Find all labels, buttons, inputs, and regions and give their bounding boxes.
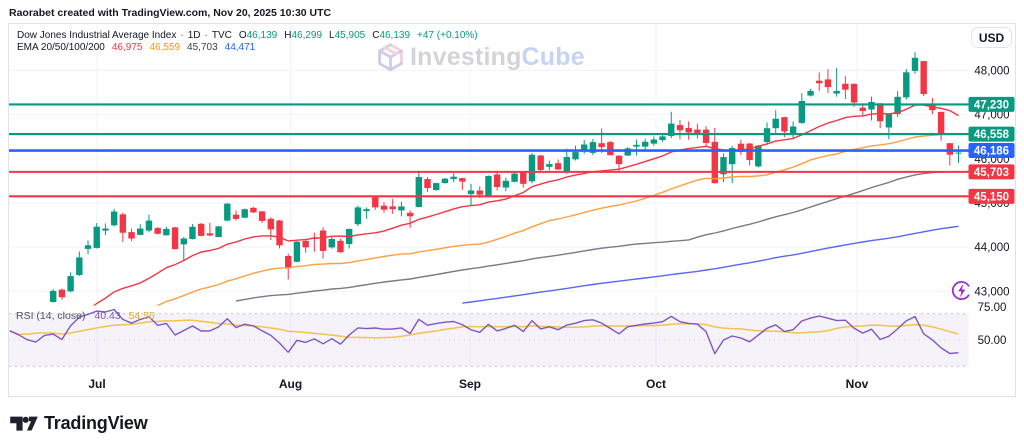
ema20-value: 46,975 — [111, 42, 143, 53]
rsi-value: 40.43 — [94, 310, 121, 322]
price-tick-label: 43,000 — [974, 286, 1009, 298]
ema100-value: 45,703 — [187, 42, 218, 53]
low-value: 45,905 — [334, 29, 366, 41]
legend-separator: · — [180, 29, 184, 41]
level-lines — [9, 103, 969, 198]
price-badge — [968, 96, 1015, 112]
price-badges: 47,230 46,558 46,186 45,703 45,150 — [968, 96, 1015, 204]
attribution-text: Raorabet created with TradingView.com, N… — [9, 7, 332, 19]
currency-usd-button[interactable]: USD — [971, 27, 1012, 48]
tradingview-logo-icon — [10, 416, 38, 431]
open-label: O — [238, 29, 247, 41]
close-value: 46,139 — [379, 29, 411, 41]
price-tick-label: 48,000 — [974, 65, 1009, 77]
symbol-interval: 1D — [187, 29, 201, 41]
month-label: Oct — [646, 377, 666, 391]
price-badge-label: 47,230 — [974, 99, 1009, 111]
price-badge-label: 45,150 — [974, 191, 1009, 203]
month-label: Nov — [846, 377, 869, 391]
investingcube-logo-icon — [378, 43, 403, 72]
price-tick-label: 44,000 — [974, 242, 1009, 254]
price-badge-label: 45,703 — [974, 167, 1009, 179]
time-axis[interactable]: Jul Aug Sep Oct Nov — [88, 377, 868, 391]
gridlines — [9, 24, 969, 367]
close-label: C — [372, 29, 380, 41]
flash-icon[interactable] — [951, 281, 970, 300]
change-value: +47 (+0.10%) — [417, 29, 478, 41]
symbol-exchange: TVC — [211, 29, 232, 41]
watermark-cube: Cube — [521, 43, 585, 71]
price-badge — [968, 143, 1015, 159]
price-badge — [968, 164, 1015, 180]
ema200-value: 44,471 — [224, 42, 256, 53]
rsi-lines — [9, 308, 959, 355]
watermark: InvestingCube — [375, 42, 585, 73]
rsi-ma-value: 54.55 — [128, 310, 155, 322]
ema-legend[interactable]: EMA 20/50/100/200 46,975 46,559 45,703 44,47… — [17, 42, 255, 53]
watermark-text: InvestingCube — [410, 43, 585, 72]
price-tick-label: 47,000 — [974, 110, 1009, 122]
high-label: H — [284, 29, 292, 41]
symbol-legend[interactable]: Dow Jones Industrial Average Index · 1D · TV… — [17, 30, 478, 41]
price-badge — [968, 188, 1015, 204]
candles — [50, 52, 962, 303]
ema-label: EMA 20/50/100/200 — [17, 42, 105, 53]
price-badge-label: 46,186 — [974, 146, 1009, 158]
rsi-legend[interactable]: RSI (14, close) 40.43 54.55 — [16, 310, 155, 322]
high-value: 46,299 — [291, 29, 323, 41]
tradingview-footer[interactable]: TradingView — [10, 413, 148, 434]
open-value: 46,139 — [246, 29, 278, 41]
ema-lines — [92, 104, 959, 306]
rsi-tick-label: 75.00 — [978, 302, 1007, 314]
month-label: Sep — [459, 377, 481, 391]
price-badge — [968, 126, 1015, 142]
rsi-label: RSI (14, close) — [16, 310, 86, 322]
legend-separator: · — [204, 29, 208, 41]
price-badge-label: 46,558 — [974, 129, 1010, 141]
low-label: L — [329, 29, 335, 41]
tradingview-brand-text: TradingView — [44, 413, 148, 433]
watermark-investing: Investing — [410, 43, 522, 71]
symbol-title: Dow Jones Industrial Average Index — [17, 29, 177, 41]
ema50-value: 46,559 — [149, 42, 181, 53]
rsi-tick-label: 50.00 — [978, 335, 1007, 347]
rsi-band — [9, 313, 969, 367]
month-label: Aug — [279, 377, 302, 391]
month-label: Jul — [88, 377, 105, 391]
